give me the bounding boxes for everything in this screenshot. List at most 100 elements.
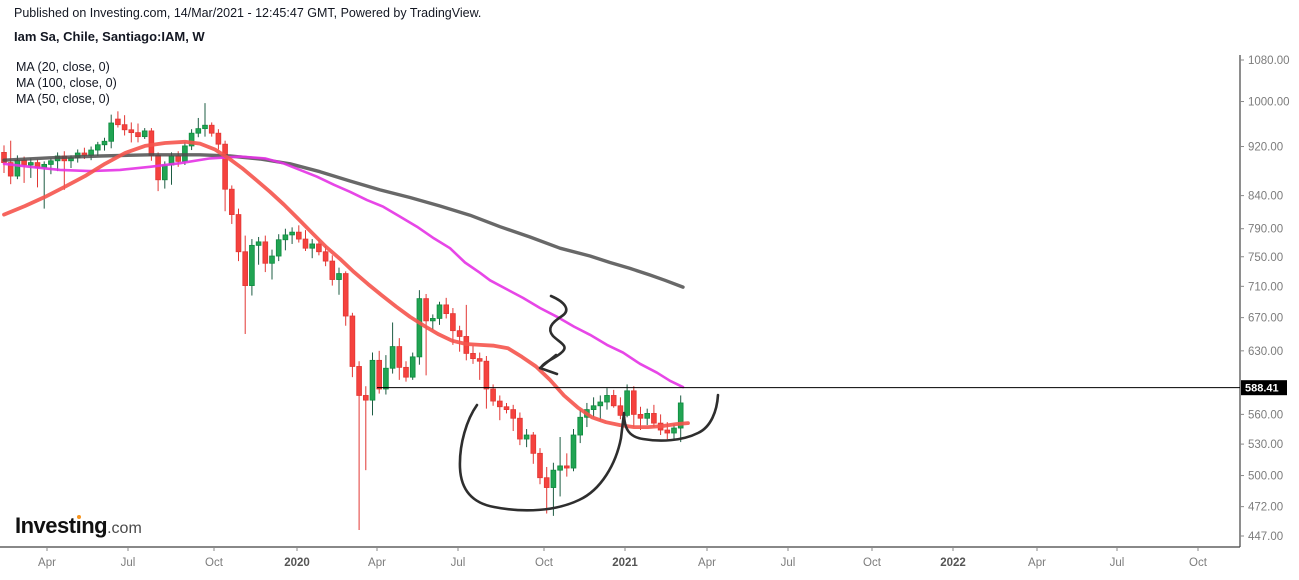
x-tick-label: 2020 [284, 557, 310, 569]
ma-20-line [2, 139, 690, 429]
x-tick-label: Jul [1110, 557, 1125, 569]
candle-body [543, 477, 550, 488]
candle-body [295, 231, 302, 240]
x-tick-label: Jul [121, 557, 136, 569]
candle-body [349, 315, 356, 367]
x-axis-ticks: Apr Jul Oct 2020 Apr Jul Oct 2021 Apr Jul Oct 2022 A… [38, 547, 1208, 569]
ma-legend: MA (20, close, 0) MA (100, close, 0) MA … [16, 59, 117, 107]
candle-body [517, 417, 523, 440]
candle-body [141, 130, 148, 138]
candle-body [456, 330, 463, 337]
candle-body [396, 346, 403, 368]
candle-body [161, 164, 168, 181]
logo-suffix: .com [107, 520, 142, 537]
candle-body [121, 124, 128, 131]
candle-body [362, 395, 369, 401]
y-axis-ticks: 1080.00 1000.00 920.00 840.00 790.00 750.00 71… [1240, 55, 1290, 543]
cup-and-hook[interactable] [458, 393, 720, 512]
ma-20-label: MA (20, close, 0) [16, 60, 110, 74]
candle-body [14, 159, 21, 177]
candle-body [255, 241, 262, 246]
x-tick-label: Oct [205, 557, 224, 569]
candle-body [523, 434, 530, 440]
candle-body [155, 154, 161, 181]
candle-body [496, 400, 503, 408]
y-tick-label: 1080.00 [1248, 55, 1290, 67]
symbol-title: Iam Sa, Chile, Santiago:IAM, W [14, 29, 205, 44]
candle-body [617, 405, 624, 416]
candle-body [590, 405, 597, 410]
candle-body [389, 346, 396, 369]
ma-50-label: MA (50, close, 0) [16, 92, 110, 106]
published-line: Published on Investing.com, 14/Mar/2021 … [14, 6, 482, 20]
candle-body [309, 243, 315, 249]
candle-body [289, 231, 295, 236]
candle-body [249, 244, 255, 286]
candles-layer [1, 103, 684, 530]
y-tick-label: 840.00 [1248, 191, 1283, 203]
candle-body [470, 353, 476, 359]
x-tick-label: Oct [535, 557, 554, 569]
candle-body [416, 298, 423, 358]
candle-body [631, 390, 637, 415]
candle-body [597, 401, 604, 407]
candle-body [329, 260, 336, 280]
candle-body [429, 318, 436, 322]
candle-body [48, 160, 54, 165]
y-tick-label: 710.00 [1248, 281, 1283, 293]
logo-text: Investı ng [15, 513, 108, 538]
candle-body [188, 132, 195, 147]
candle-body [369, 359, 376, 401]
x-tick-label: Apr [698, 557, 716, 569]
candle-body [564, 465, 570, 469]
candle-body [336, 273, 342, 280]
y-tick-label: 472.00 [1248, 502, 1283, 514]
ma-100-line [2, 153, 685, 289]
candle-body [671, 427, 677, 434]
candle-body [262, 241, 269, 264]
y-tick-label: 670.00 [1248, 313, 1283, 325]
candle-body [443, 304, 449, 315]
x-tick-label: Jul [451, 557, 466, 569]
x-tick-label: Apr [38, 557, 56, 569]
x-tick-label: Oct [863, 557, 882, 569]
ma-50-line [2, 155, 685, 389]
investing-logo[interactable]: Investı ng.com [15, 513, 142, 539]
squiggle-arrowhead[interactable] [538, 353, 559, 376]
y-tick-label: 790.00 [1248, 224, 1283, 236]
candle-body [490, 388, 496, 402]
candle-body [282, 234, 289, 241]
y-tick-label: 560.00 [1248, 409, 1283, 421]
candle-body [409, 356, 416, 378]
candle-body [436, 304, 443, 319]
candle-body [135, 132, 141, 138]
candle-body [27, 162, 34, 166]
ma-100-label: MA (100, close, 0) [16, 76, 117, 90]
y-tick-label: 750.00 [1248, 252, 1283, 264]
y-tick-label: 530.00 [1248, 439, 1283, 451]
candle-body [510, 409, 516, 419]
candle-body [644, 413, 650, 419]
x-tick-label: Oct [1189, 557, 1208, 569]
candle-body [557, 465, 563, 471]
candle-body [316, 243, 322, 253]
candle-body [483, 360, 490, 390]
candle-body [342, 273, 349, 317]
candle-body [208, 124, 215, 134]
candle-body [530, 434, 537, 454]
candle-body [610, 395, 617, 407]
x-tick-label: 2021 [612, 557, 638, 569]
candle-body [677, 402, 684, 429]
y-tick-label: 920.00 [1248, 142, 1283, 154]
candle-body [101, 140, 108, 146]
y-tick-label: 630.00 [1248, 346, 1283, 358]
candle-body [222, 143, 228, 190]
y-tick-label: 447.00 [1248, 531, 1283, 543]
x-tick-label: Jul [781, 557, 796, 569]
candle-body [128, 129, 135, 134]
candle-body [450, 313, 456, 332]
candle-body [423, 298, 429, 322]
logo-orange-dot [76, 515, 81, 519]
